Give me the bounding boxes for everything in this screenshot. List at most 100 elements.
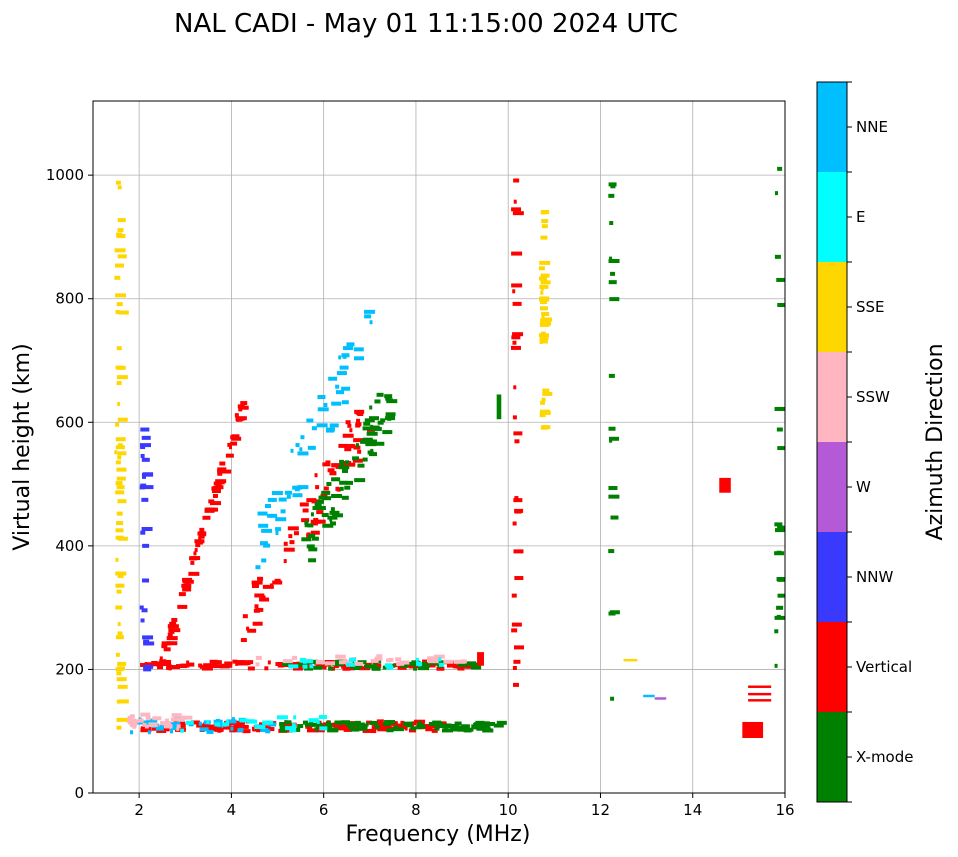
- echo-mark: [171, 617, 178, 622]
- echo-mark: [774, 406, 785, 411]
- echo-mark: [427, 656, 434, 661]
- echo-mark: [541, 314, 545, 319]
- echo-mark: [254, 593, 265, 598]
- echo-mark: [310, 530, 320, 535]
- echo-mark: [538, 266, 545, 271]
- echo-mark: [362, 426, 372, 431]
- echo-mark: [471, 665, 482, 670]
- echo-mark: [417, 721, 422, 726]
- echo-mark: [392, 663, 396, 668]
- echo-mark: [304, 520, 309, 525]
- echo-mark: [159, 724, 168, 729]
- echo-mark: [511, 593, 517, 598]
- echo-mark: [608, 549, 615, 554]
- grid: [93, 101, 785, 793]
- echo-mark: [116, 511, 123, 516]
- plot-frame: [92, 100, 786, 794]
- echo-mark: [777, 525, 785, 530]
- echo-mark: [316, 423, 328, 428]
- echo-mark: [610, 271, 616, 276]
- echo-mark: [199, 727, 209, 732]
- echo-mark: [116, 381, 122, 386]
- echo-mark: [267, 660, 271, 665]
- echo-mark: [204, 724, 216, 729]
- echo-mark: [231, 717, 235, 722]
- echo-mark: [297, 485, 309, 490]
- echo-mark: [267, 513, 278, 518]
- echo-mark: [342, 433, 354, 438]
- echo-mark: [265, 503, 272, 508]
- echo-mark: [203, 663, 212, 668]
- echo-mark: [262, 595, 266, 600]
- echo-mark: [221, 663, 233, 668]
- echo-mark: [306, 418, 314, 423]
- echo-mark: [165, 659, 172, 664]
- echo-mark: [169, 621, 177, 626]
- echo-mark: [271, 491, 283, 496]
- echo-mark: [178, 592, 186, 597]
- echo-mark: [321, 490, 331, 495]
- echo-mark: [335, 654, 346, 659]
- echo-mark: [115, 528, 124, 533]
- echo-mark: [438, 662, 444, 667]
- echo-mark: [277, 663, 284, 668]
- echo-mark: [117, 218, 126, 223]
- echo-mark: [539, 284, 549, 289]
- echo-mark: [117, 455, 122, 460]
- echo-mark: [371, 729, 377, 734]
- echo-mark: [275, 527, 282, 532]
- echo-mark: [116, 699, 121, 704]
- echo-mark: [225, 453, 234, 458]
- echo-mark: [180, 663, 190, 668]
- echo-mark: [115, 635, 124, 640]
- echo-mark: [311, 536, 319, 541]
- echo-mark: [314, 502, 322, 507]
- echo-mark: [345, 420, 351, 425]
- echo-mark: [512, 665, 517, 670]
- echo-mark: [221, 469, 232, 474]
- y-tick-label: 1000: [46, 166, 84, 184]
- echo-mark: [609, 438, 613, 443]
- echo-mark: [235, 416, 245, 421]
- echo-mark: [315, 722, 323, 727]
- echo-mark: [302, 720, 308, 725]
- echo-mark: [422, 661, 428, 666]
- echo-mark: [343, 346, 354, 351]
- echo-block: [496, 394, 502, 420]
- echo-mark: [190, 560, 195, 565]
- echo-mark: [323, 722, 327, 727]
- echo-mark: [377, 663, 382, 668]
- echo-mark: [542, 388, 550, 393]
- echo-mark: [511, 335, 521, 340]
- echo-mark: [226, 724, 231, 729]
- echo-mark: [457, 666, 465, 671]
- echo-mark: [139, 485, 145, 490]
- echo-mark: [541, 224, 548, 229]
- echo-mark: [260, 725, 272, 730]
- echo-mark: [311, 426, 317, 431]
- echo-mark: [776, 427, 783, 432]
- echo-mark: [514, 509, 522, 514]
- echo-mark: [511, 251, 523, 256]
- echo-mark: [345, 460, 350, 465]
- echo-mark: [317, 519, 326, 524]
- echo-mark: [265, 729, 271, 734]
- echo-mark: [443, 659, 454, 664]
- echo-mark: [354, 478, 366, 483]
- echo-mark: [316, 719, 320, 724]
- echo-mark: [144, 662, 148, 667]
- echo-mark: [116, 467, 127, 472]
- echo-mark: [116, 717, 128, 722]
- echo-mark: [231, 434, 240, 439]
- echo-mark: [479, 721, 490, 726]
- echo-mark: [140, 662, 146, 667]
- echo-mark: [237, 404, 245, 409]
- echo-mark: [540, 235, 548, 240]
- echo-mark: [116, 234, 126, 239]
- data-marks: [114, 166, 785, 739]
- echo-mark: [513, 645, 524, 650]
- echo-mark: [776, 277, 785, 282]
- echo-mark: [194, 548, 198, 553]
- echo-mark: [127, 715, 132, 720]
- echo-mark: [209, 501, 221, 506]
